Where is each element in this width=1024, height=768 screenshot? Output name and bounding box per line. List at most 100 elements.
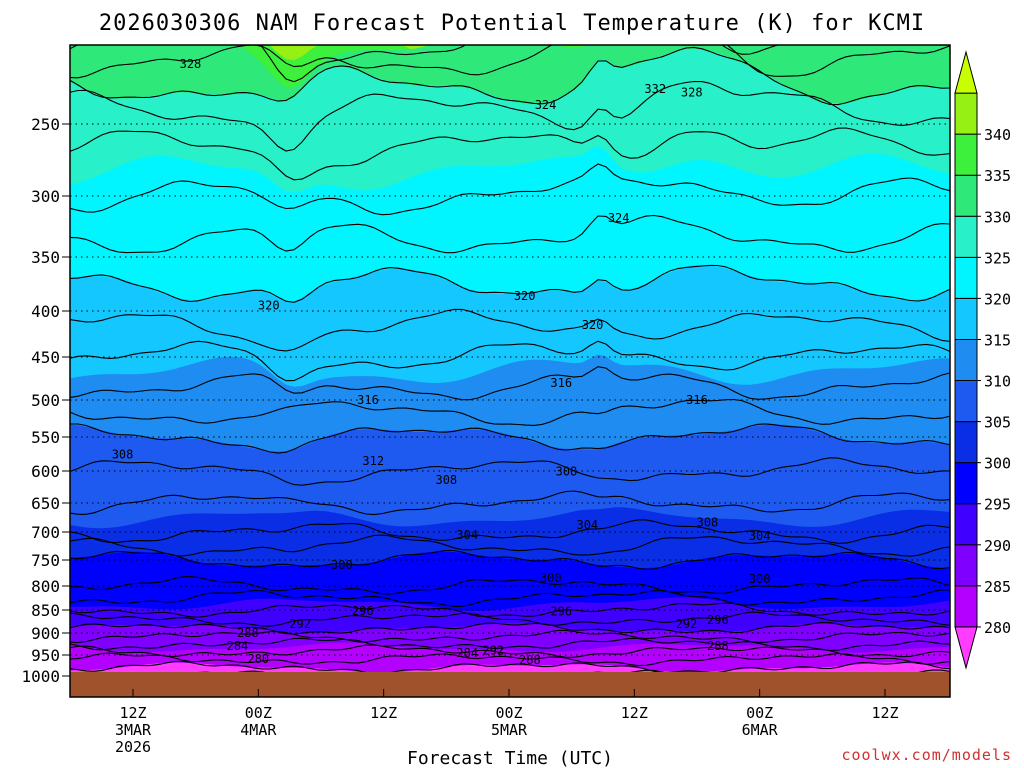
cb-tick-label-335: 335 (984, 167, 1011, 185)
ground-layer (70, 672, 950, 697)
isentrope-320 (70, 264, 950, 303)
contour-label-26: 292 (482, 644, 504, 658)
contour-label-23: 296 (550, 604, 572, 618)
colorbar-segment-325 (954, 215, 978, 258)
credit-text[interactable]: coolwx.com/models (841, 746, 1012, 764)
isentrope-316 (70, 340, 950, 382)
contour-label-22: 296 (352, 604, 374, 618)
contour-label-28: 288 (237, 626, 259, 640)
cb-tick-label-305: 305 (984, 414, 1011, 432)
cb-tick-label-325: 325 (984, 249, 1011, 267)
cb-tick-label-315: 315 (984, 331, 1011, 349)
isentrope-304 (70, 519, 950, 544)
contour-label-18: 304 (749, 529, 771, 543)
contour-label-1: 332 (644, 82, 666, 96)
isentrope-282 (70, 652, 950, 667)
isentrope-292 (70, 611, 950, 627)
xtick-label-2-0: 12Z (370, 704, 397, 722)
cb-tick-label-300: 300 (984, 455, 1011, 473)
ytick-label-850: 850 (31, 601, 60, 620)
isentrope-322 (70, 214, 950, 254)
ytick-label-750: 750 (31, 551, 60, 570)
contour-label-8: 316 (357, 393, 379, 407)
ytick-label-350: 350 (31, 248, 60, 267)
contour-label-30: 288 (707, 639, 729, 653)
isentrope-298 (70, 575, 950, 595)
isentrope-332 (70, 45, 950, 79)
isentrope-286 (70, 637, 950, 652)
isentrope-302 (70, 534, 950, 557)
colorbar-segment-315 (954, 297, 978, 340)
xtick-label-1-0: 00Z (245, 704, 272, 722)
theta-field (70, 45, 950, 697)
ytick-label-950: 950 (31, 646, 60, 665)
xtick-label-0-0: 12Z (119, 704, 146, 722)
contour-label-27: 292 (676, 617, 698, 631)
colorbar-segment-280 (954, 585, 978, 628)
xtick-label-0-1: 3MAR (115, 721, 152, 739)
colorbar-segment-285 (954, 544, 978, 587)
contour-labels: 328 332 328 324 324 320 320 320 316 316 316 312 308 3… (112, 57, 771, 667)
xtick-label-4-0: 12Z (621, 704, 648, 722)
ytick-label-600: 600 (31, 462, 60, 481)
xtick-label-3-0: 00Z (495, 704, 522, 722)
contour-label-21: 300 (749, 572, 771, 586)
isentrope-284 (70, 644, 950, 658)
isentrope-326 (70, 127, 950, 181)
contour-label-10: 316 (686, 393, 708, 407)
colorbar-segment-345 (954, 50, 978, 94)
cb-tick-label-280: 280 (984, 619, 1011, 637)
ytick-label-700: 700 (31, 523, 60, 542)
contour-label-24: 296 (707, 613, 729, 627)
isentrope-290 (70, 621, 950, 635)
contour-label-16: 304 (456, 528, 478, 542)
contour-label-15: 308 (697, 516, 719, 530)
colorbar-segment-290 (954, 503, 978, 546)
ytick-label-550: 550 (31, 428, 60, 447)
colorbar: 280 285 290 295 300 305 310 315 320 325 330 335 340 (954, 50, 1011, 670)
cb-tick-label-340: 340 (984, 126, 1011, 144)
isentrope-314 (70, 366, 950, 401)
xtick-label-5-0: 00Z (746, 704, 773, 722)
isentrope-310 (70, 423, 950, 454)
colorbar-segment-295 (954, 462, 978, 505)
isentrope-330 (70, 46, 950, 106)
ytick-label-1000: 1000 (21, 667, 60, 686)
isentrope-300 (70, 549, 950, 570)
contour-label-12: 308 (112, 448, 134, 462)
isentrope-288 (70, 629, 950, 644)
xtick-label-0-2: 2026 (115, 738, 151, 756)
xtick-label-1-1: 4MAR (240, 721, 277, 739)
plot-frame (69, 44, 951, 698)
contour-label-11: 312 (362, 454, 384, 468)
colorbar-segment-335 (954, 133, 978, 176)
ytick-label-300: 300 (31, 187, 60, 206)
ytick-label-400: 400 (31, 302, 60, 321)
y-axis-ticks: 250 300 350 400 450 500 550 600 650 700 750 800 850 9… (21, 115, 70, 686)
ytick-label-900: 900 (31, 624, 60, 643)
colorbar-segment-300 (954, 421, 978, 464)
colorbar-segment-320 (954, 256, 978, 299)
contour-label-17: 304 (576, 518, 598, 532)
isentrope-318 (70, 308, 950, 352)
contour-label-25: 292 (289, 617, 311, 631)
ytick-label-650: 650 (31, 494, 60, 513)
contour-label-6: 320 (514, 289, 536, 303)
isentrope-328 (70, 80, 950, 152)
contour-label-32: 284 (456, 646, 478, 660)
contour-label-29: 288 (519, 653, 541, 667)
colorbar-segment-340 (954, 92, 978, 135)
isentrope-306 (70, 490, 950, 516)
xtick-label-6-0: 12Z (871, 704, 898, 722)
x-axis-label: Forecast Time (UTC) (407, 748, 613, 768)
isentrope-312 (70, 398, 950, 426)
contour-label-31: 284 (227, 639, 249, 653)
ytick-label-450: 450 (31, 348, 60, 367)
colorbar-segment-310 (954, 338, 978, 382)
contour-label-3: 324 (535, 98, 557, 112)
isentrope-294 (70, 602, 950, 618)
colorbar-segment-305 (954, 380, 978, 423)
cb-tick-label-330: 330 (984, 208, 1011, 226)
